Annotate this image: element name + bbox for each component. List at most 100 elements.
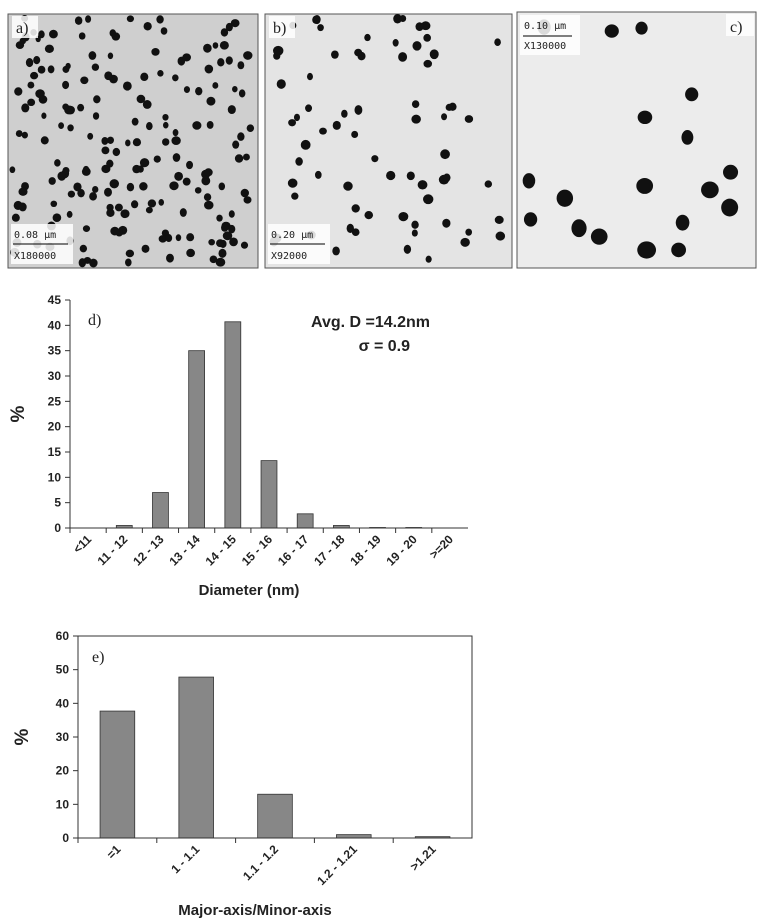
particle xyxy=(62,166,70,175)
particle xyxy=(386,170,396,181)
particle xyxy=(125,249,135,258)
particle xyxy=(232,140,240,149)
particle xyxy=(114,203,123,212)
particle xyxy=(637,241,657,259)
particle xyxy=(194,187,202,194)
particle xyxy=(109,179,120,189)
particle xyxy=(139,158,150,168)
x-tick-label: 19 - 20 xyxy=(384,532,421,569)
particle xyxy=(169,181,179,191)
particle xyxy=(423,59,433,68)
particle xyxy=(131,200,139,209)
bar xyxy=(188,350,205,529)
bar xyxy=(336,834,372,839)
particle xyxy=(423,194,434,205)
particle xyxy=(186,160,194,170)
particle xyxy=(332,120,341,130)
particle xyxy=(240,241,249,249)
particle xyxy=(162,121,169,129)
particle xyxy=(66,210,73,218)
x-tick-label: 11 - 12 xyxy=(95,532,131,568)
particle xyxy=(225,56,233,65)
bar xyxy=(178,676,214,839)
particle xyxy=(78,258,87,268)
bar xyxy=(224,321,242,529)
particle xyxy=(440,149,450,160)
particle xyxy=(142,100,152,109)
particle xyxy=(58,122,65,129)
particle xyxy=(157,70,164,77)
particle xyxy=(172,153,181,162)
particle xyxy=(393,13,402,24)
particle xyxy=(341,109,348,118)
particle xyxy=(723,164,739,180)
particle xyxy=(25,58,34,68)
particle xyxy=(50,200,58,208)
particle xyxy=(183,86,190,94)
particle xyxy=(15,130,23,138)
particle xyxy=(81,167,91,176)
y-axis-title: % xyxy=(8,405,29,422)
particle xyxy=(27,81,35,89)
magnification: X92000 xyxy=(271,251,307,262)
particle xyxy=(192,121,202,130)
particle xyxy=(171,136,181,146)
particle xyxy=(411,229,418,237)
particle xyxy=(162,113,169,121)
particle xyxy=(47,65,55,74)
particle xyxy=(343,181,353,191)
particle xyxy=(495,231,506,241)
x-tick-label: 1 - 1.1 xyxy=(168,842,202,876)
particle xyxy=(141,244,150,253)
particle xyxy=(62,80,70,90)
particle xyxy=(523,212,538,227)
particle xyxy=(21,131,28,139)
particle xyxy=(120,209,130,219)
x-tick-label: 12 - 13 xyxy=(130,532,167,569)
particle xyxy=(27,98,36,107)
y-tick-label: 30 xyxy=(48,369,62,383)
x-tick-label: <11 xyxy=(70,532,94,556)
label-box xyxy=(269,16,295,38)
particle xyxy=(423,33,431,42)
particle xyxy=(306,72,313,81)
particle xyxy=(351,204,360,213)
particle xyxy=(67,124,74,132)
particle xyxy=(87,132,94,140)
particle xyxy=(411,114,421,124)
particle xyxy=(346,223,354,233)
particle xyxy=(206,96,216,106)
particle xyxy=(139,182,148,191)
particle xyxy=(293,113,300,122)
particle xyxy=(132,138,142,147)
particle xyxy=(442,218,451,228)
x-tick-label: 1.2 - 1.21 xyxy=(314,842,360,888)
y-tick-label: 15 xyxy=(48,445,62,459)
particle xyxy=(465,228,473,236)
particle xyxy=(112,147,121,157)
particle xyxy=(41,112,47,119)
x-axis-title: Major-axis/Minor-axis xyxy=(178,902,331,919)
particle xyxy=(218,248,227,258)
particle xyxy=(195,86,203,96)
particle xyxy=(82,225,91,232)
particle xyxy=(556,189,574,207)
particle xyxy=(218,182,226,191)
y-tick-label: 40 xyxy=(56,696,70,710)
particle xyxy=(314,170,322,179)
bar xyxy=(260,460,278,529)
particle xyxy=(636,177,654,194)
particle xyxy=(104,71,113,81)
particle xyxy=(604,24,619,38)
particle xyxy=(403,244,412,254)
particle xyxy=(77,189,85,198)
particle xyxy=(671,242,687,258)
particle xyxy=(222,231,233,241)
particle xyxy=(67,190,76,198)
particle xyxy=(106,203,114,212)
particle xyxy=(145,206,153,214)
magnification: X130000 xyxy=(524,41,566,52)
particle xyxy=(212,82,219,89)
particle xyxy=(37,65,46,74)
x-tick-label: >=20 xyxy=(427,532,456,561)
